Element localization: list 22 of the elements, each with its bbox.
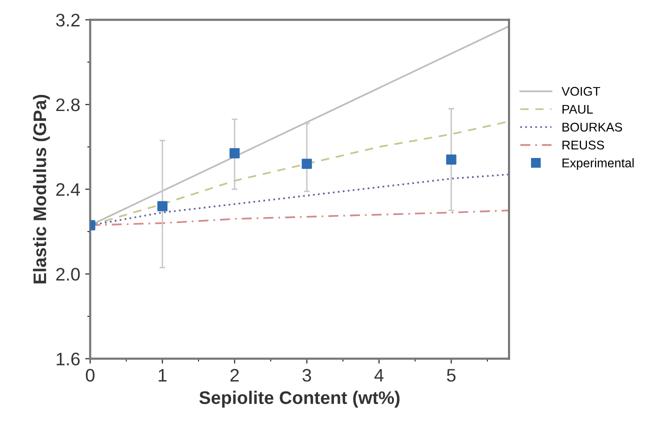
legend-label: Experimental <box>562 158 634 170</box>
x-axis-title: Sepiolite Content (wt%) <box>199 390 400 408</box>
legend-label: VOIGT <box>562 86 600 96</box>
y-tick-label: 2.0 <box>56 268 80 281</box>
x-tick-label: 3 <box>302 368 312 382</box>
y-tick-label: 2.8 <box>56 98 80 112</box>
legend-label: BOURKAS <box>562 122 622 132</box>
x-tick-label: 1 <box>158 369 167 382</box>
x-tick-label: 2 <box>230 368 239 382</box>
point <box>157 201 168 212</box>
y-tick-label: 2.4 <box>56 183 80 196</box>
point <box>446 154 456 165</box>
point <box>302 158 312 169</box>
legend-label: PAUL <box>562 104 593 114</box>
y-tick-label: 3.2 <box>56 14 80 27</box>
x-tick-label: 0 <box>86 368 94 382</box>
x-tick-label: 5 <box>446 369 456 382</box>
y-tick-label: 1.6 <box>56 352 80 366</box>
legend-label: REUSS <box>562 140 604 150</box>
point <box>230 148 240 158</box>
x-tick-label: 4 <box>374 369 384 382</box>
y-axis-title: Elastic Modulus (GPa) <box>32 94 50 284</box>
